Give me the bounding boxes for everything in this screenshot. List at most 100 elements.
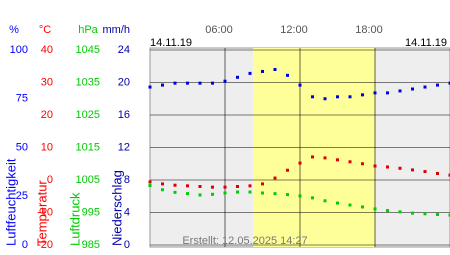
data-point (411, 88, 414, 91)
y-tick-label: 4 (124, 206, 130, 218)
data-point (236, 185, 239, 188)
data-point (399, 167, 402, 170)
data-point (199, 185, 202, 188)
data-point (211, 82, 214, 85)
data-point (349, 95, 352, 98)
footer: Erstellt: 12.05.2025 14:27 (182, 235, 307, 247)
y-tick-label: 995 (82, 206, 100, 218)
data-point (224, 80, 227, 83)
data-point (236, 191, 239, 194)
data-point (249, 72, 252, 75)
y-tick-label: 1045 (76, 44, 100, 56)
x-tick-label: 12:00 (280, 24, 308, 36)
data-point (324, 97, 327, 100)
axis-unit: °C (39, 24, 51, 36)
data-point (436, 84, 439, 87)
data-point (336, 158, 339, 161)
data-point (186, 82, 189, 85)
y-tick-label: 75 (16, 93, 28, 105)
data-point (424, 170, 427, 173)
axis-title: Niederschlag (109, 170, 124, 246)
data-point (336, 95, 339, 98)
data-point (186, 184, 189, 187)
date-right: 14.11.19 (405, 37, 447, 49)
y-tick-label: 20 (118, 76, 130, 88)
y-tick-label: 0 (47, 174, 53, 186)
data-point (399, 210, 402, 213)
data-point (274, 177, 277, 180)
data-point (149, 184, 152, 187)
data-point (236, 76, 239, 79)
y-tick-label: -20 (37, 239, 53, 250)
y-tick-label: 12 (118, 141, 130, 153)
data-point (436, 213, 439, 216)
y-tick-label: 50 (16, 141, 28, 153)
data-point (261, 182, 264, 185)
y-tick-label: 30 (41, 76, 53, 88)
data-point (149, 86, 152, 89)
data-point (299, 84, 302, 87)
data-point (374, 207, 377, 210)
data-point (374, 165, 377, 168)
data-point (374, 91, 377, 94)
data-point (399, 89, 402, 92)
data-point (361, 205, 364, 208)
data-point (386, 91, 389, 94)
data-point (274, 68, 277, 71)
data-point (174, 184, 177, 187)
y-tick-label: 40 (41, 44, 53, 56)
data-point (274, 192, 277, 195)
data-point (249, 191, 252, 194)
data-point (311, 155, 314, 158)
y-tick-label: 1015 (76, 141, 100, 153)
y-tick-label: 24 (118, 44, 130, 56)
x-tick-label: 18:00 (355, 24, 383, 36)
axis-unit: mm/h (103, 24, 131, 36)
data-point (311, 196, 314, 199)
y-tick-label: 8 (124, 174, 130, 186)
y-tick-label: 100 (10, 44, 28, 56)
data-point (336, 202, 339, 205)
data-point (186, 192, 189, 195)
data-point (224, 192, 227, 195)
data-point (311, 95, 314, 98)
data-point (349, 204, 352, 207)
data-point (199, 82, 202, 85)
data-point (411, 212, 414, 215)
data-point (411, 168, 414, 171)
data-point (286, 193, 289, 196)
data-point (386, 209, 389, 212)
date-left: 14.11.19 (150, 37, 192, 49)
axis-unit: hPa (78, 24, 98, 36)
y-tick-label: 10 (41, 141, 53, 153)
data-point (324, 199, 327, 202)
y-tick-label: 16 (118, 109, 130, 121)
data-point (174, 191, 177, 194)
data-point (286, 74, 289, 77)
x-tick-label: 06:00 (205, 24, 233, 36)
y-tick-label: 0 (124, 239, 130, 250)
data-point (161, 84, 164, 87)
data-point (286, 169, 289, 172)
data-point (174, 82, 177, 85)
data-point (249, 184, 252, 187)
data-point (386, 166, 389, 169)
data-point (224, 186, 227, 189)
axis-title: Luftdruck (67, 192, 82, 246)
data-point (161, 188, 164, 191)
axis-unit: % (9, 24, 19, 36)
y-tick-label: 20 (41, 109, 53, 121)
data-point (424, 86, 427, 89)
data-point (299, 162, 302, 165)
y-tick-label: 1005 (76, 174, 100, 186)
data-point (349, 160, 352, 163)
data-point (149, 180, 152, 183)
data-point (211, 193, 214, 196)
y-tick-label: 0 (22, 239, 28, 250)
y-tick-label: 1035 (76, 76, 100, 88)
data-point (436, 172, 439, 175)
y-tick-label: 1025 (76, 109, 100, 121)
data-point (299, 194, 302, 197)
data-point (261, 192, 264, 195)
